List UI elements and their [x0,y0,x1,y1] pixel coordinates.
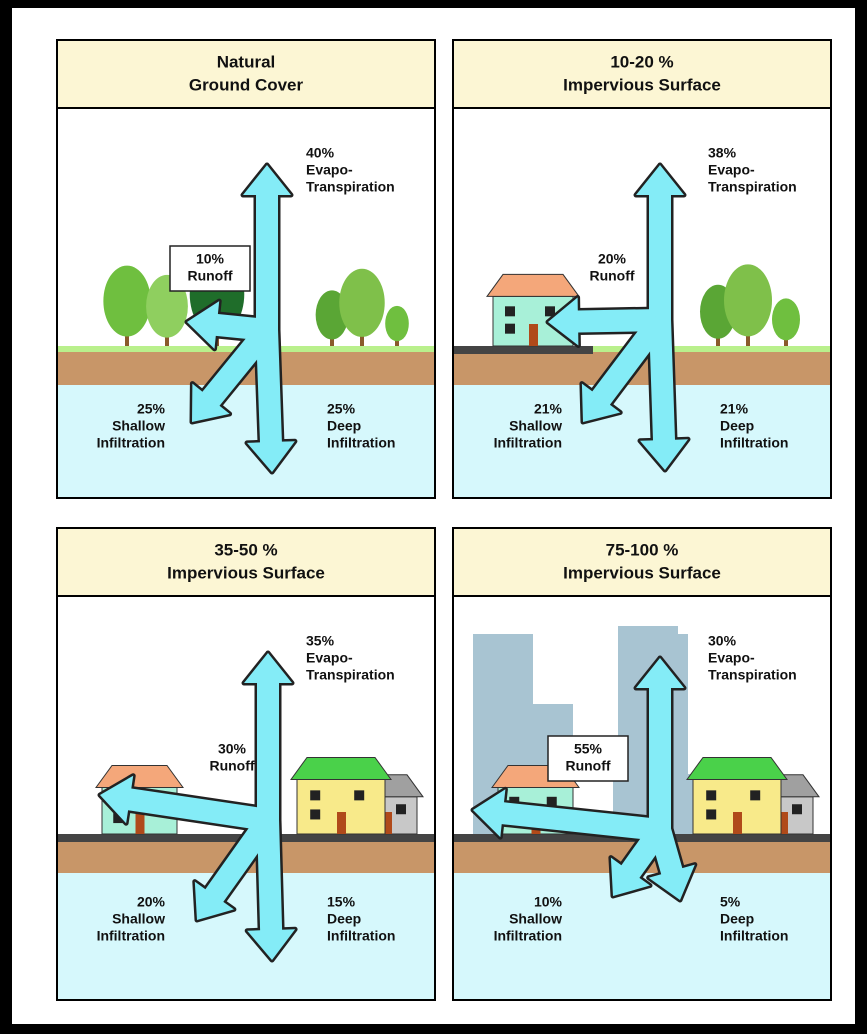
percent-label: 25% [327,401,356,417]
flow-label: Deep [327,911,361,927]
panel-header [57,40,435,108]
percent-label: 30% [218,741,247,757]
flow-label: Transpiration [306,179,395,195]
house-door [529,324,538,346]
panel-title: Impervious Surface [563,75,721,94]
percent-label: 20% [598,251,627,267]
flow-label: Transpiration [306,667,395,683]
tree-crown [724,264,772,336]
flow-label: Evapo- [306,650,353,666]
flow-label: Evapo- [708,162,755,178]
flow-label: Evapo- [708,650,755,666]
panel: Natural Ground Cover 40%Evapo-Transpiratio… [57,40,435,498]
flow-label: Infiltration [494,435,562,451]
house-window [354,790,364,800]
flow-label: Infiltration [720,435,788,451]
flow-label: Runoff [565,758,610,774]
tree-crown [385,306,409,341]
panel: 10-20 % Impervious Surface 38%Evapo-Transp… [453,40,831,498]
tree-crown [103,266,150,337]
flow-label: Infiltration [97,928,165,944]
flow-label: Deep [720,911,754,927]
flow-label: Infiltration [327,928,395,944]
panel-title: 75-100 % [606,540,679,559]
percent-label: 21% [534,401,563,417]
percent-label: 10% [534,894,563,910]
house-roof [687,757,787,779]
flow-label: Infiltration [327,435,395,451]
flow-label: Shallow [112,911,165,927]
house-door [337,812,346,834]
percent-label: 30% [708,633,737,649]
percent-label: 35% [306,633,335,649]
flow-label: Transpiration [708,667,797,683]
pavement [453,346,593,354]
flow-label: Shallow [509,911,562,927]
panel-header [453,40,831,108]
panel-title: Natural [217,52,276,71]
percent-label: 10% [196,251,225,267]
house-window [505,324,515,334]
percent-label: 5% [720,894,741,910]
flow-label: Deep [720,418,754,434]
flow-label: Runoff [187,268,232,284]
flow-label: Shallow [509,418,562,434]
house-window [792,804,802,814]
house-window [310,790,320,800]
flow-label: Runoff [209,758,254,774]
percent-label: 55% [574,741,603,757]
flow-label: Infiltration [494,928,562,944]
panel-title: Impervious Surface [167,563,325,582]
house-roof [291,757,391,779]
house-window [706,809,716,819]
panel-title: Impervious Surface [563,563,721,582]
panel: 75-100 % Impervious Surface 30%Evapo-Trans… [453,528,831,1000]
percent-label: 25% [137,401,166,417]
percent-label: 21% [720,401,749,417]
panel-title: 35-50 % [214,540,277,559]
panel-header [57,528,435,596]
percent-label: 15% [327,894,356,910]
percent-label: 40% [306,145,335,161]
house-door [733,812,742,834]
flow-label: Shallow [112,418,165,434]
panel-title: Ground Cover [189,75,304,94]
flow-label: Infiltration [97,435,165,451]
flow-label: Evapo- [306,162,353,178]
percent-label: 38% [708,145,737,161]
house-window [505,306,515,316]
tree-crown [772,298,800,340]
flow-label: Deep [327,418,361,434]
house-window [310,809,320,819]
diagram: NaturalGround Cover40%Evapo-Transpiratio… [0,0,867,1034]
panel-title: 10-20 % [610,52,673,71]
percent-label: 20% [137,894,166,910]
panel: 35-50 % Impervious Surface 35%Evapo-Transp… [57,528,435,1000]
house-roof [487,274,579,296]
flow-label: Runoff [589,268,634,284]
house-roof [96,766,183,788]
house-window [750,790,760,800]
house-window [706,790,716,800]
panel-header [453,528,831,596]
house-door [136,812,145,834]
tree-crown [339,269,384,337]
flow-label: Transpiration [708,179,797,195]
house-window [396,804,406,814]
flow-label: Infiltration [720,928,788,944]
